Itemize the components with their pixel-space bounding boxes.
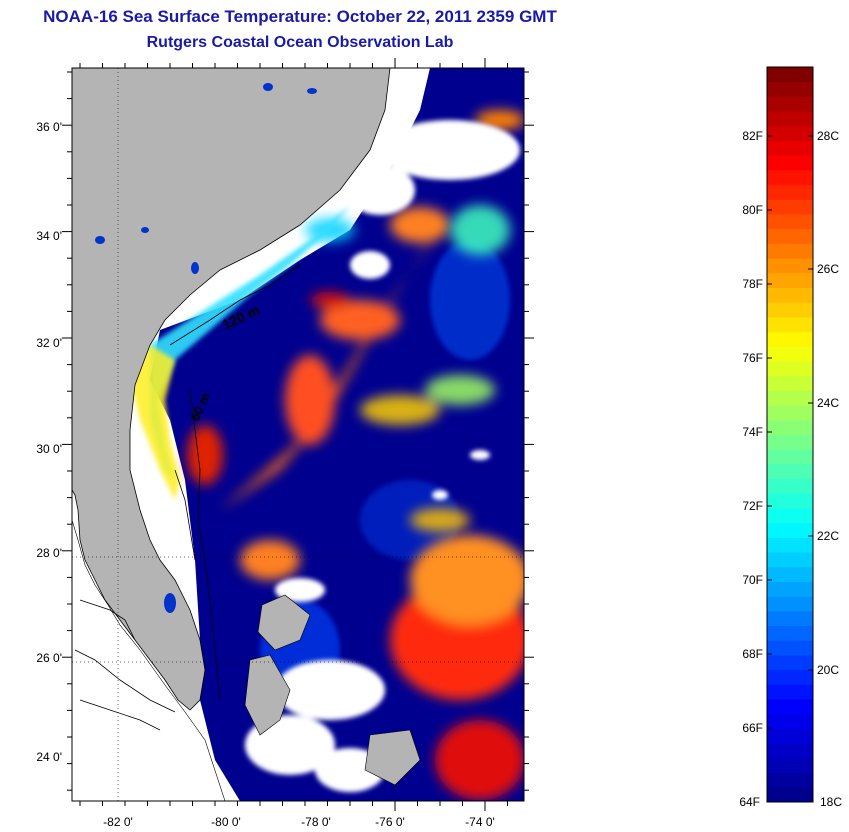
colorbar-f-label: 72F <box>742 499 763 513</box>
colorbar-band <box>767 67 813 83</box>
colorbar: 82F 80F 78F 76F 74F 72F 70F 68F 66F 64F … <box>739 66 842 809</box>
colorbar-band <box>767 757 813 774</box>
colorbar-band <box>767 508 813 524</box>
colorbar-band <box>767 787 813 803</box>
colorbar-band <box>767 228 813 244</box>
colorbar-band <box>767 419 813 435</box>
colorbar-band <box>767 214 813 230</box>
lat-label: 26 0' <box>36 651 62 665</box>
colorbar-c-label: 24C <box>817 396 839 410</box>
colorbar-celsius-labels: 28C 26C 24C 22C 20C 18C <box>817 129 842 809</box>
colorbar-c-label: 28C <box>817 129 839 143</box>
lat-label: 32 0' <box>36 336 62 350</box>
land-bahamas-south <box>364 729 421 786</box>
longitude-labels: -82 0' -80 0' -78 0' -76 0' -74 0' <box>103 815 495 829</box>
colorbar-band <box>767 463 813 480</box>
lat-label: 24 0' <box>36 750 62 764</box>
colorbar-band <box>767 610 813 627</box>
colorbar-band <box>767 405 813 421</box>
lat-label: 34 0' <box>36 229 62 243</box>
lon-label: -80 0' <box>211 815 241 829</box>
colorbar-band <box>767 596 813 612</box>
colorbar-band <box>767 361 813 377</box>
colorbar-band <box>767 81 813 97</box>
colorbar-f-label: 76F <box>742 351 763 365</box>
colorbar-band <box>767 331 813 347</box>
colorbar-band <box>767 449 813 465</box>
colorbar-band <box>767 434 813 450</box>
colorbar-band <box>767 125 813 141</box>
lat-label: 36 0' <box>36 120 62 134</box>
colorbar-f-label: 78F <box>742 277 763 291</box>
colorbar-ticks <box>767 135 813 729</box>
colorbar-band <box>767 552 813 568</box>
colorbar-band <box>767 566 813 582</box>
colorbar-bands <box>766 66 814 803</box>
map-title: NOAA-16 Sea Surface Temperature: October… <box>43 7 557 26</box>
colorbar-f-label: 68F <box>742 647 763 661</box>
colorbar-band <box>767 169 813 186</box>
colorbar-band <box>767 155 813 171</box>
colorbar-band <box>767 537 813 553</box>
colorbar-c-label: 26C <box>817 262 839 276</box>
lon-label: -74 0' <box>465 815 495 829</box>
colorbar-c-label: 18C <box>820 795 842 809</box>
colorbar-band <box>767 772 813 788</box>
colorbar-band <box>767 272 813 288</box>
colorbar-band <box>767 655 813 671</box>
colorbar-fahrenheit-labels: 82F 80F 78F 76F 74F 72F 70F 68F 66F 64F <box>739 129 763 809</box>
colorbar-band <box>767 346 813 362</box>
colorbar-f-label: 74F <box>742 425 763 439</box>
axis-ticks <box>62 58 534 811</box>
colorbar-band <box>767 199 813 215</box>
colorbar-band <box>767 625 813 641</box>
colorbar-f-label: 80F <box>742 203 763 217</box>
colorbar-band <box>767 522 813 538</box>
colorbar-band <box>767 111 813 127</box>
colorbar-f-label: 70F <box>742 573 763 587</box>
colorbar-band <box>767 375 813 391</box>
colorbar-band <box>767 390 813 406</box>
colorbar-band <box>767 478 813 494</box>
lon-label: -78 0' <box>301 815 331 829</box>
colorbar-c-label: 20C <box>817 663 839 677</box>
sst-field <box>72 68 524 801</box>
lon-label: -76 0' <box>375 815 405 829</box>
colorbar-f-label: 82F <box>742 129 763 143</box>
colorbar-frame <box>766 66 814 803</box>
map-subtitle: Rutgers Coastal Ocean Observation Lab <box>146 34 454 51</box>
land-andros <box>244 654 291 736</box>
colorbar-band <box>767 581 813 597</box>
colorbar-band <box>767 96 813 112</box>
colorbar-band <box>767 684 813 700</box>
colorbar-f-label: 66F <box>742 721 763 735</box>
latitude-labels: 36 0' 34 0' 32 0' 30 0' 28 0' 26 0' 24 0… <box>36 120 62 764</box>
lat-label: 28 0' <box>36 546 62 560</box>
colorbar-band <box>767 184 813 200</box>
colorbar-band <box>767 640 813 656</box>
colorbar-band <box>767 140 813 156</box>
colorbar-band <box>767 302 813 318</box>
colorbar-band <box>767 669 813 685</box>
colorbar-band <box>767 243 813 259</box>
colorbar-band <box>767 493 813 509</box>
map-frame <box>71 67 525 802</box>
colorbar-band <box>767 699 813 715</box>
lat-label: 30 0' <box>36 442 62 456</box>
colorbar-band <box>767 258 813 274</box>
land-bahamas <box>257 594 311 651</box>
colorbar-band <box>767 713 813 729</box>
land-mass <box>72 68 391 711</box>
colorbar-c-label: 22C <box>817 529 839 543</box>
colorbar-band <box>767 287 813 303</box>
lon-label: -82 0' <box>103 815 133 829</box>
colorbar-band <box>767 316 813 333</box>
colorbar-band <box>767 743 813 759</box>
colorbar-f-label: 64F <box>739 795 760 809</box>
colorbar-band <box>767 728 813 744</box>
